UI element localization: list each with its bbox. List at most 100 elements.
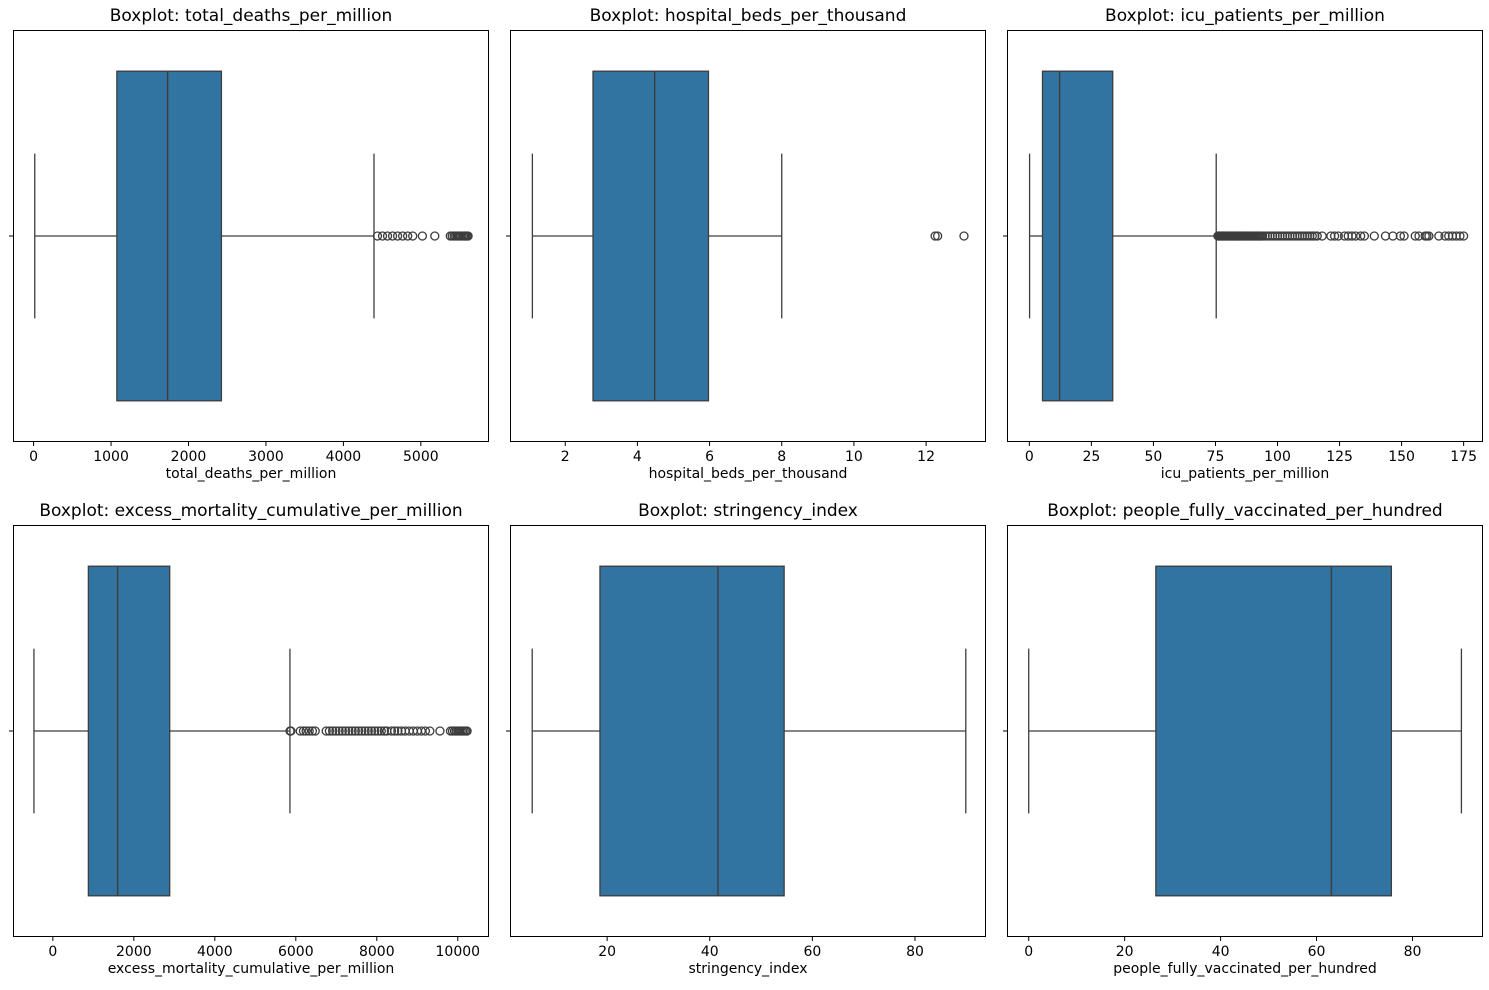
- iqr-box: [599, 565, 785, 897]
- x-tick-label: 1000: [93, 449, 129, 465]
- outlier-point: [1458, 231, 1469, 241]
- axes-frame: [510, 30, 986, 442]
- outlier-point: [959, 231, 969, 241]
- outlier-point: [347, 726, 357, 736]
- outlier-point: [1410, 231, 1420, 241]
- x-tick-label: 60: [1308, 944, 1326, 960]
- outlier-point: [1434, 231, 1444, 241]
- x-axis-label: people_fully_vaccinated_per_hundred: [1113, 961, 1377, 977]
- outlier-point: [462, 726, 472, 736]
- outlier-point: [372, 231, 383, 241]
- outlier-point: [286, 726, 296, 736]
- axes-frame: [1007, 525, 1483, 937]
- outlier-point: [1455, 231, 1465, 241]
- outlier-point: [1333, 231, 1343, 241]
- outlier-point: [393, 726, 403, 736]
- x-tick-label: 0: [1025, 449, 1034, 465]
- outlier-point: [386, 726, 397, 736]
- axes-frame: [510, 525, 986, 937]
- outlier-point: [1359, 231, 1370, 241]
- x-tick-label: 175: [1450, 449, 1477, 465]
- iqr-box: [592, 70, 710, 402]
- boxplot-canvas: 2 4 6 8 10 12: [506, 30, 986, 465]
- outlier-point: [425, 726, 435, 736]
- x-axis-label: total_deaths_per_million: [165, 466, 337, 482]
- outlier-point: [344, 726, 354, 736]
- outlier-point: [1369, 231, 1379, 241]
- x-tick-label: 5000: [403, 449, 439, 465]
- outlier-point: [366, 726, 377, 736]
- x-tick-label: 8000: [359, 944, 395, 960]
- outlier-point: [403, 231, 413, 241]
- outlier-point: [340, 726, 351, 736]
- outlier-point: [1307, 231, 1317, 241]
- x-tick-label: 125: [1326, 449, 1353, 465]
- x-tick-label: 20: [1116, 944, 1134, 960]
- x-tick-label: 20: [598, 944, 616, 960]
- outlier-point: [387, 231, 398, 241]
- subplot-total-deaths-per-million: Boxplot: total_deaths_per_million 0 1000 2…: [0, 0, 496, 495]
- x-tick-label: 2000: [116, 944, 152, 960]
- outlier-point: [321, 726, 331, 736]
- x-tick-label: 100: [1264, 449, 1291, 465]
- iqr-box: [116, 70, 223, 402]
- boxplot-canvas: 20 40 60 80: [506, 525, 986, 960]
- x-tick-label: 40: [1212, 944, 1230, 960]
- x-tick-label: 80: [1404, 944, 1422, 960]
- outlier-point: [430, 231, 440, 241]
- boxplot-canvas: 0 1000 2000 3000 4000 5000: [9, 30, 489, 465]
- outlier-point: [301, 726, 311, 736]
- subplot-icu-patients-per-million: Boxplot: icu_patients_per_million 0 25 50 7…: [994, 0, 1489, 495]
- plot-title: Boxplot: stringency_index: [638, 501, 858, 521]
- x-tick-label: 4: [633, 449, 642, 465]
- iqr-box: [1155, 565, 1393, 897]
- outlier-point: [295, 726, 305, 736]
- x-tick-label: 10: [845, 449, 863, 465]
- x-tick-label: 4000: [197, 944, 233, 960]
- subplot-excess-mortality-cumulative-per-million: Boxplot: excess_mortality_cumulative_per…: [0, 495, 496, 990]
- x-tick-label: 2000: [171, 449, 207, 465]
- outlier-point: [334, 726, 344, 736]
- iqr-box: [1041, 70, 1114, 402]
- outlier-point: [310, 726, 320, 736]
- boxplot-canvas: 0 2000 4000 6000 8000 10000: [9, 525, 489, 960]
- boxplot-canvas: 0 20 40 60 80: [1003, 525, 1483, 960]
- x-tick-label: 50: [1145, 449, 1163, 465]
- outlier-point: [408, 231, 418, 241]
- iqr-box: [87, 565, 171, 897]
- x-tick-label: 0: [48, 944, 57, 960]
- outlier-point: [1312, 231, 1322, 241]
- outlier-point: [417, 231, 428, 241]
- outlier-point: [1395, 231, 1406, 241]
- outlier-point: [1351, 231, 1361, 241]
- outlier-point: [307, 726, 318, 736]
- subplot-hospital-beds-per-thousand: Boxplot: hospital_beds_per_thousand 2 4 6 8…: [497, 0, 993, 495]
- outlier-point: [463, 231, 473, 241]
- subplot-stringency-index: Boxplot: stringency_index 20 40 60 80 strin…: [497, 495, 993, 990]
- x-tick-label: 8: [777, 449, 786, 465]
- outlier-point: [397, 231, 408, 241]
- outlier-point: [298, 726, 309, 736]
- outlier-point: [932, 231, 943, 241]
- plot-title: Boxplot: icu_patients_per_million: [1105, 6, 1385, 26]
- outlier-point: [357, 726, 367, 736]
- outlier-point: [328, 726, 338, 736]
- x-axis-label: icu_patients_per_million: [1160, 466, 1330, 482]
- outlier-point: [1399, 231, 1409, 241]
- x-axis-label: hospital_beds_per_thousand: [648, 466, 848, 482]
- plot-title: Boxplot: hospital_beds_per_thousand: [589, 6, 907, 26]
- x-tick-label: 2: [561, 449, 570, 465]
- outlier-point: [1317, 231, 1327, 241]
- outlier-point: [389, 726, 400, 736]
- outlier-point: [379, 726, 390, 736]
- x-tick-label: 40: [701, 944, 719, 960]
- x-tick-label: 12: [917, 449, 935, 465]
- outlier-point: [331, 726, 341, 736]
- x-tick-label: 150: [1388, 449, 1415, 465]
- outlier-point: [324, 726, 335, 736]
- x-tick-label: 10000: [436, 944, 481, 960]
- x-tick-label: 0: [1024, 944, 1033, 960]
- x-tick-label: 6000: [278, 944, 314, 960]
- axes-frame: [13, 30, 489, 442]
